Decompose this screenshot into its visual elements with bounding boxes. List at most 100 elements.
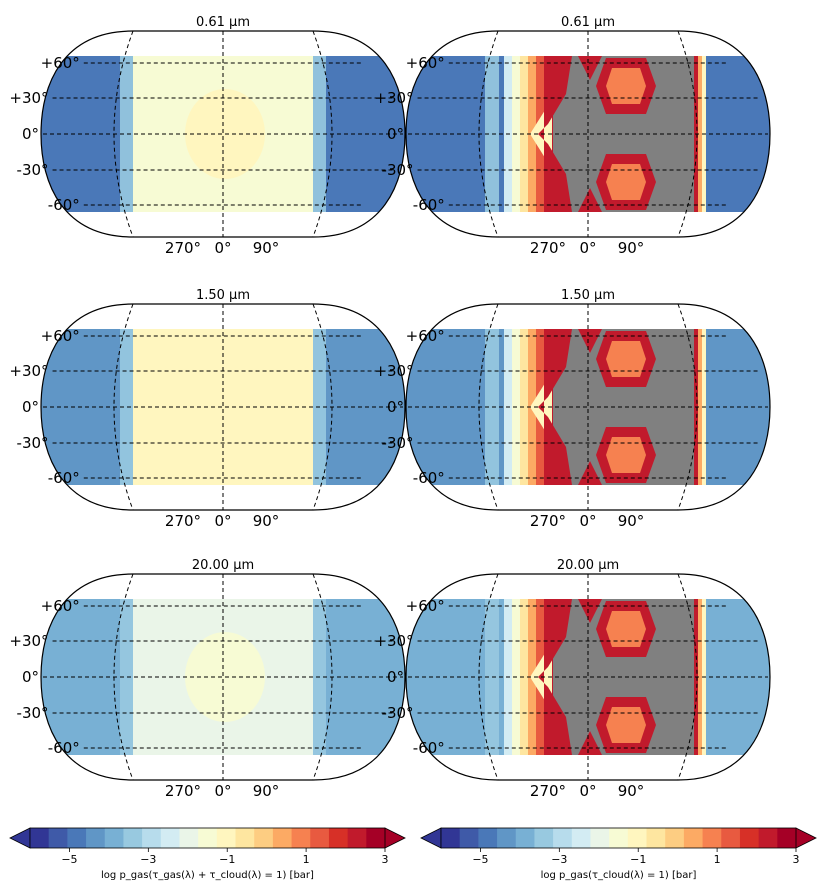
- lon-tick-label: 0°: [214, 782, 231, 800]
- cloud-patch-core-1: [606, 68, 646, 104]
- colorbar-swatch: [459, 828, 479, 848]
- colorbar-swatch: [702, 828, 722, 848]
- colorbar-swatch: [534, 828, 554, 848]
- map-panel-6: 20.00 μm +60° +30° 0° -30° -60° 270° 0° 90°: [374, 558, 771, 800]
- meridian-gridline: [312, 573, 333, 781]
- colorbar-swatch: [30, 828, 50, 848]
- lat-tick-label: -30°: [382, 434, 414, 452]
- lat-tick-label: +30°: [374, 89, 413, 107]
- colorbar-swatch: [235, 828, 255, 848]
- panel-title: 0.61 μm: [561, 15, 615, 30]
- colorbar-swatch: [347, 828, 367, 848]
- cloud-band-west: [538, 329, 572, 485]
- lon-tick-label: 0°: [579, 239, 596, 257]
- lat-tick-label: -30°: [17, 434, 49, 452]
- colorbar-tick-label: −3: [140, 853, 156, 866]
- lon-tick-label: 90°: [618, 512, 645, 530]
- colorbar-swatch: [441, 828, 461, 848]
- colorbar-tick-label: −1: [219, 853, 235, 866]
- lat-tick-label: +60°: [406, 327, 445, 345]
- panel-title: 1.50 μm: [561, 288, 615, 303]
- cloud-patch-core-2: [606, 707, 646, 743]
- map-panel-1: 0.61 μm +60° +30° 0° -30° -60° 270° 0° 90°: [9, 15, 406, 257]
- meridian-gridline: [677, 573, 698, 781]
- lat-tick-label: -60°: [413, 739, 445, 757]
- cloud-band-west: [538, 56, 572, 212]
- colorbar-swatch: [291, 828, 311, 848]
- lon-tick-label: 90°: [618, 239, 645, 257]
- colorbar-swatch: [553, 828, 573, 848]
- lat-tick-label: -60°: [413, 469, 445, 487]
- meridian-gridline: [312, 30, 333, 238]
- colorbar-swatch: [123, 828, 143, 848]
- lat-tick-label: +30°: [9, 632, 48, 650]
- colorbar-swatch: [665, 828, 685, 848]
- lat-tick-label: 0°: [22, 398, 39, 416]
- lon-tick-label: 270°: [165, 512, 201, 530]
- lat-tick-label: +60°: [406, 54, 445, 72]
- lat-tick-label: -60°: [48, 196, 80, 214]
- lon-tick-label: 90°: [253, 239, 280, 257]
- panel-title: 0.61 μm: [196, 15, 250, 30]
- cloud-triangle-1: [578, 329, 602, 353]
- colorbar-swatch: [758, 828, 778, 848]
- meridian-gridline: [478, 30, 499, 238]
- colorbar-extend-low: [420, 827, 442, 849]
- cloud-edge-west: [520, 329, 529, 485]
- colorbar-swatch: [48, 828, 68, 848]
- colorbar-tick-label: −3: [551, 853, 567, 866]
- lon-tick-label: 0°: [214, 512, 231, 530]
- colorbar-swatch: [198, 828, 218, 848]
- meridian-gridline: [113, 573, 134, 781]
- colorbar-swatch: [142, 828, 162, 848]
- lat-tick-label: 0°: [22, 125, 39, 143]
- colorbar-extend-high: [384, 827, 406, 849]
- colorbar-swatch: [777, 828, 797, 848]
- cloud-patch-core-2: [606, 164, 646, 200]
- lon-tick-label: 0°: [214, 239, 231, 257]
- colorbar-tick-label: −1: [630, 853, 646, 866]
- colorbar-swatch: [739, 828, 760, 848]
- colorbar-swatch: [515, 828, 535, 848]
- meridian-gridline: [478, 303, 499, 511]
- colorbar-tick-label: −5: [472, 853, 488, 866]
- colorbar-swatch: [366, 828, 386, 848]
- cloud-triangle-2: [578, 188, 602, 212]
- colorbar-swatch: [104, 828, 124, 848]
- cloud-triangle-1: [578, 599, 602, 623]
- lon-tick-label: 0°: [579, 512, 596, 530]
- colorbar-swatch: [160, 828, 180, 848]
- lon-tick-label: 270°: [530, 239, 566, 257]
- lon-tick-label: 90°: [253, 512, 280, 530]
- colorbar-1: −5 −3 −1 1 3 log p_gas(τ_gas(λ) + τ_cloud(λ) …: [9, 827, 406, 881]
- cloud-edge-east: [698, 56, 702, 212]
- cloud-patch-core-1: [606, 341, 646, 377]
- panel-title: 1.50 μm: [196, 288, 250, 303]
- lat-tick-label: -30°: [17, 161, 49, 179]
- colorbar-swatch: [609, 828, 629, 848]
- lat-tick-label: 0°: [387, 125, 404, 143]
- colorbar-tick-label: 3: [793, 853, 800, 866]
- cloud-band-west: [538, 599, 572, 755]
- colorbar-label: log p_gas(τ_gas(λ) + τ_cloud(λ) = 1) [ba…: [101, 870, 314, 881]
- lon-tick-label: 0°: [579, 782, 596, 800]
- lon-tick-label: 270°: [530, 782, 566, 800]
- lat-tick-label: -30°: [17, 704, 49, 722]
- lat-tick-label: +60°: [406, 597, 445, 615]
- panel-title: 20.00 μm: [557, 558, 619, 573]
- colorbar-swatch: [590, 828, 610, 848]
- colorbar-tick-label: 1: [714, 853, 721, 866]
- meridian-gridline: [478, 573, 499, 781]
- lat-tick-label: 0°: [22, 668, 39, 686]
- lat-tick-label: 0°: [387, 398, 404, 416]
- colorbar-extend-high: [795, 827, 817, 849]
- cloud-triangle-2: [578, 461, 602, 485]
- cloud-patch-core-1: [606, 611, 646, 647]
- colorbar-swatch: [272, 828, 293, 848]
- cloud-patch-core-2: [606, 437, 646, 473]
- lon-tick-label: 90°: [253, 782, 280, 800]
- lat-tick-label: +30°: [374, 362, 413, 380]
- meridian-gridline: [677, 303, 698, 511]
- colorbar-swatch: [627, 828, 648, 848]
- colorbar-frame: [440, 827, 797, 849]
